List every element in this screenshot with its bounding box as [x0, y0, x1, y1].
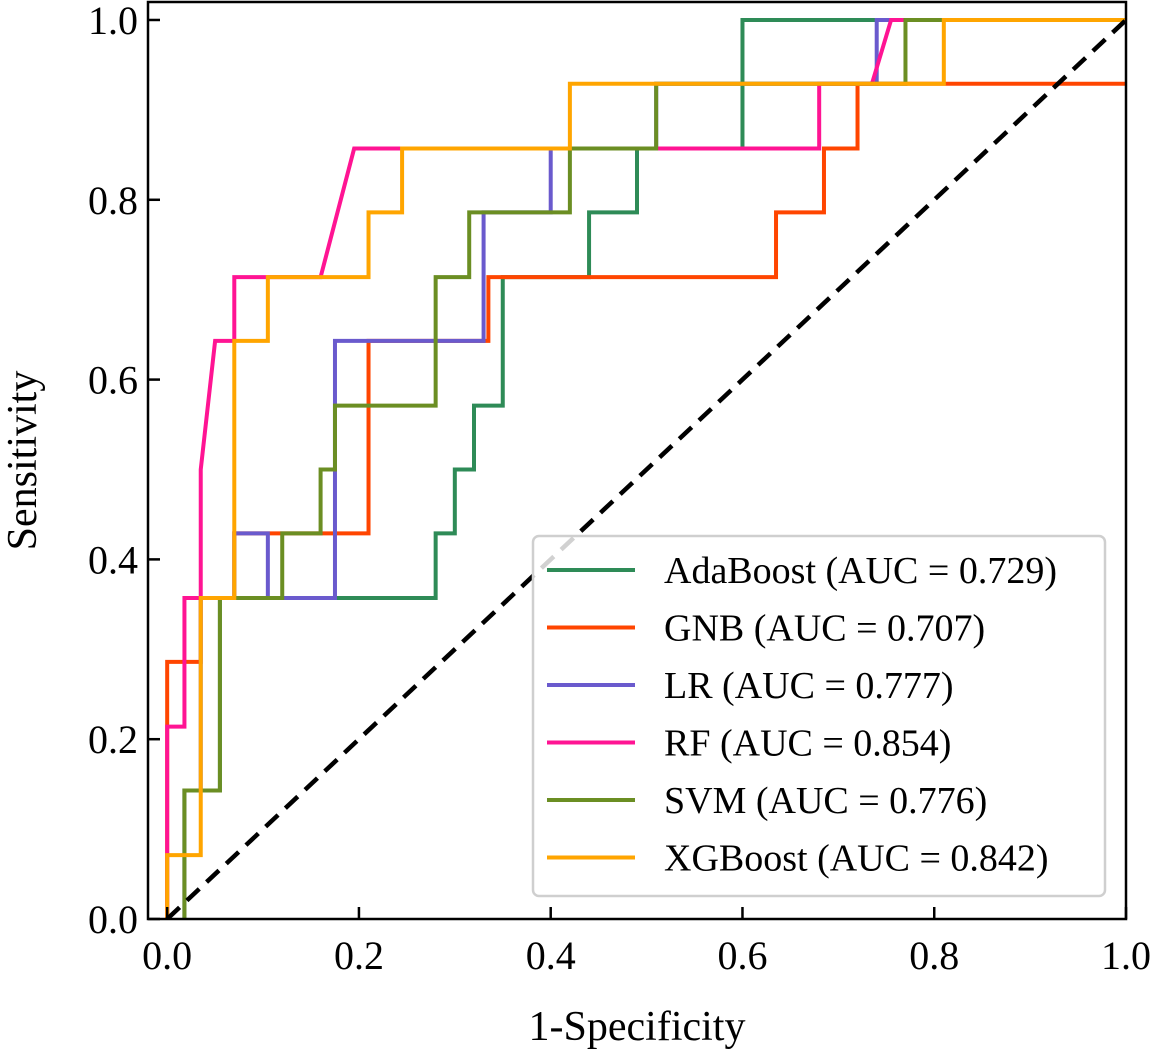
legend-label: LR (AUC = 0.777) — [664, 665, 954, 707]
series-layer — [165, 17, 1126, 919]
reference-layer — [165, 18, 1126, 919]
series-line-xgboost — [165, 17, 1126, 919]
reference-diagonal-line — [165, 18, 1126, 919]
y-tick-label: 0.0 — [88, 897, 138, 942]
legend-item-gnb: GNB (AUC = 0.707) — [547, 608, 985, 650]
y-tick-label: 0.6 — [88, 358, 138, 403]
x-tick-label: 0.4 — [526, 933, 576, 978]
x-axis-label: 1-Specificity — [529, 1004, 746, 1050]
x-tick-label: 1.0 — [1101, 933, 1151, 978]
y-tick-label: 1.0 — [88, 0, 138, 43]
y-tick-label: 0.8 — [88, 178, 138, 223]
y-tick-label: 0.4 — [88, 537, 138, 582]
legend-label: RF (AUC = 0.854) — [664, 723, 951, 765]
x-tick-label: 0.0 — [142, 933, 192, 978]
y-tick-label: 0.2 — [88, 717, 138, 762]
legend-label: XGBoost (AUC = 0.842) — [664, 838, 1049, 880]
y-axis: 0.0 0.2 0.4 0.6 0.8 1.0 — [88, 0, 160, 942]
legend: AdaBoost (AUC = 0.729) GNB (AUC = 0.707) L… — [531, 534, 1107, 898]
legend-label: AdaBoost (AUC = 0.729) — [664, 550, 1057, 592]
legend-label: GNB (AUC = 0.707) — [664, 608, 985, 650]
plot-frame — [146, 0, 1128, 921]
legend-item-rf: RF (AUC = 0.854) — [547, 723, 951, 765]
legend-item-adaboost: AdaBoost (AUC = 0.729) — [547, 550, 1057, 592]
y-axis-label: Sensitivity — [0, 371, 46, 551]
legend-item-lr: LR (AUC = 0.777) — [547, 665, 954, 707]
legend-item-xgboost: XGBoost (AUC = 0.842) — [547, 838, 1049, 880]
legend-label: SVM (AUC = 0.776) — [664, 780, 987, 822]
legend-item-svm: SVM (AUC = 0.776) — [547, 780, 987, 822]
legend-box — [531, 534, 1107, 898]
x-tick-label: 0.8 — [909, 933, 959, 978]
x-tick-label: 0.2 — [334, 933, 384, 978]
x-axis: 0.0 0.2 0.4 0.6 0.8 1.0 — [142, 907, 1151, 978]
x-tick-label: 0.6 — [717, 933, 767, 978]
